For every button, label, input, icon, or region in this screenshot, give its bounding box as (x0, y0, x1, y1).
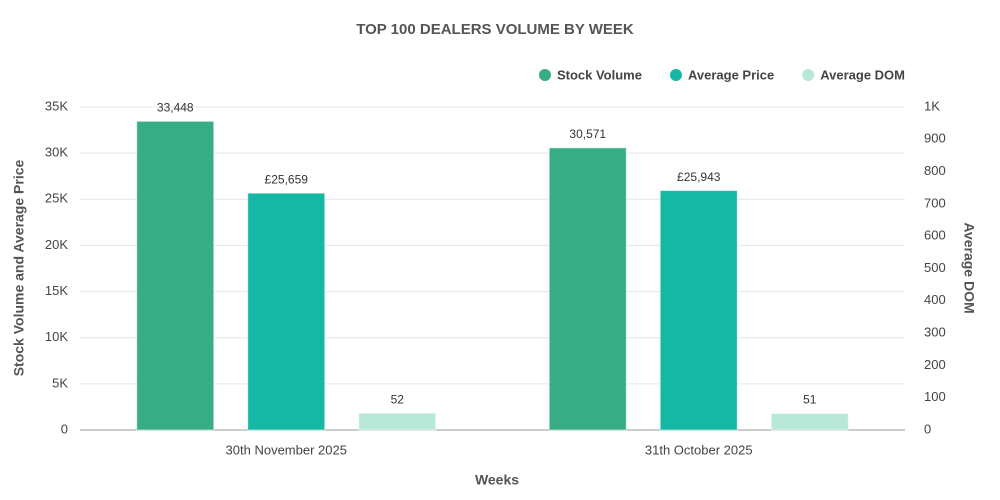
y2-tick-label: 600 (924, 228, 946, 243)
y-tick-label: 0 (61, 421, 68, 436)
value-label: 30,571 (569, 127, 606, 141)
y2-tick-label: 0 (924, 421, 931, 436)
value-label: 51 (803, 393, 817, 407)
x-tick-label: 31th October 2025 (645, 442, 753, 457)
bar (659, 190, 738, 431)
bar (358, 412, 437, 431)
y-tick-label: 5K (52, 375, 68, 390)
value-label: 33,448 (157, 100, 194, 114)
chart-title: TOP 100 DEALERS VOLUME BY WEEK (356, 21, 634, 38)
y-tick-label: 35K (45, 98, 68, 113)
value-label: £25,659 (265, 172, 309, 186)
y2-axis-title: Average DOM (961, 222, 977, 313)
value-label: £25,943 (677, 170, 721, 184)
y2-tick-label: 800 (924, 163, 946, 178)
bar (247, 192, 326, 431)
legend-marker (538, 69, 551, 81)
x-tick-label: 30th November 2025 (226, 442, 347, 457)
y2-tick-label: 200 (924, 357, 946, 372)
y-axis-title: Stock Volume and Average Price (11, 160, 27, 377)
legend-label: Average Price (688, 67, 774, 82)
value-label: 52 (391, 392, 405, 406)
legend-label: Stock Volume (557, 67, 642, 82)
bar (136, 120, 215, 431)
legend-label: Average DOM (820, 67, 905, 82)
y2-tick-label: 700 (924, 195, 946, 210)
y-tick-label: 20K (45, 237, 68, 252)
y-tick-label: 10K (45, 329, 68, 344)
bar (770, 413, 849, 431)
y2-tick-label: 400 (924, 292, 946, 307)
y2-tick-label: 500 (924, 260, 946, 275)
y-tick-label: 15K (45, 283, 68, 298)
y2-tick-label: 300 (924, 325, 946, 340)
y2-tick-label: 100 (924, 389, 946, 404)
bar (548, 147, 627, 431)
y2-tick-label: 900 (924, 131, 946, 146)
legend-marker (669, 69, 682, 81)
legend-marker (802, 69, 815, 81)
y-tick-label: 25K (45, 191, 68, 206)
y-tick-label: 30K (45, 145, 68, 160)
x-axis-title: Weeks (475, 472, 519, 488)
y2-tick-label: 1K (924, 98, 940, 113)
